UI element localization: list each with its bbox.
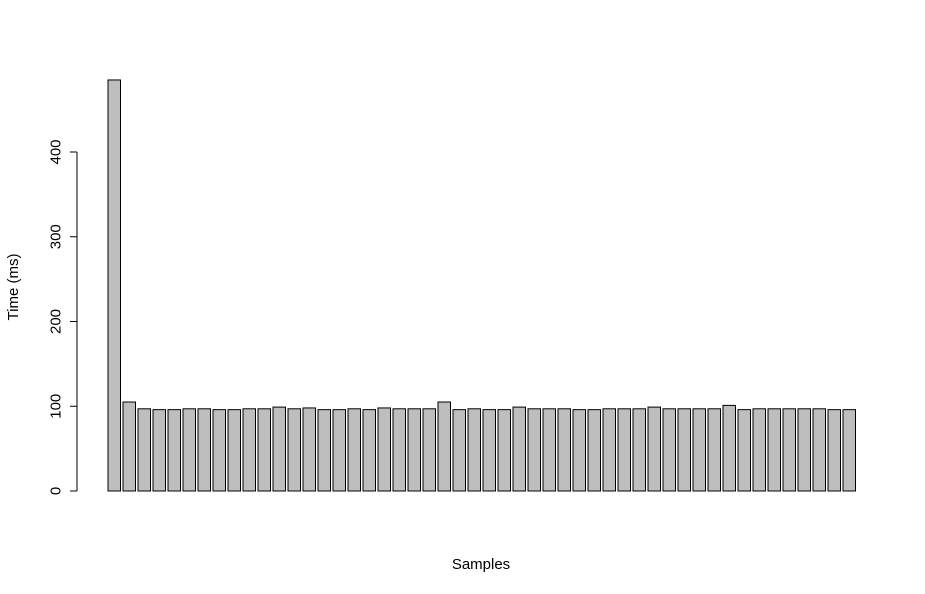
y-tick-label-400: 400 [47,139,64,164]
bar-49 [827,409,841,492]
y-axis-title: Time (ms) [5,254,22,321]
bar-23 [437,401,451,492]
bar-32 [572,409,586,492]
bar-30 [542,408,556,492]
bar-46 [782,408,796,492]
bar-6 [182,408,196,492]
bar-43 [737,409,751,492]
bar-13 [287,408,301,492]
bar-34 [602,408,616,492]
bar-36 [632,408,646,492]
bar-10 [242,408,256,492]
bar-8 [212,409,226,492]
bar-2 [122,401,136,492]
bar-38 [662,408,676,492]
bars-group [107,79,856,492]
bar-35 [617,408,631,492]
bar-42 [722,404,736,492]
bar-5 [167,409,181,492]
y-tick-label-200: 200 [47,309,64,334]
y-tick-label-100: 100 [47,394,64,419]
bar-16 [332,409,346,492]
bar-27 [497,409,511,492]
y-axis: 0 100 200 300 400 [47,139,78,495]
bar-22 [422,408,436,492]
bar-21 [407,408,421,492]
bar-20 [392,408,406,492]
y-tick-label-300: 300 [47,224,64,249]
bar-50 [842,409,856,492]
bar-14 [302,407,316,492]
bar-3 [137,408,151,492]
bar-45 [767,408,781,492]
bar-33 [587,409,601,492]
bar-9 [227,409,241,492]
bar-48 [812,408,826,492]
y-tick-label-0: 0 [47,487,64,495]
bar-37 [647,406,661,492]
bar-4 [152,409,166,492]
bar-1 [107,79,121,492]
bar-40 [692,408,706,492]
bar-18 [362,409,376,492]
bar-26 [482,409,496,492]
bar-41 [707,408,721,492]
bar-17 [347,408,361,492]
bar-47 [797,408,811,492]
bar-15 [317,409,331,492]
bar-25 [467,408,481,492]
bar-28 [512,406,526,492]
x-axis-title: Samples [452,556,510,573]
bar-24 [452,409,466,492]
bar-39 [677,408,691,492]
bar-19 [377,407,391,492]
bar-12 [272,406,286,492]
bar-29 [527,408,541,492]
bar-7 [197,408,211,492]
bar-31 [557,408,571,492]
bar-44 [752,408,766,492]
bar-11 [257,408,271,492]
